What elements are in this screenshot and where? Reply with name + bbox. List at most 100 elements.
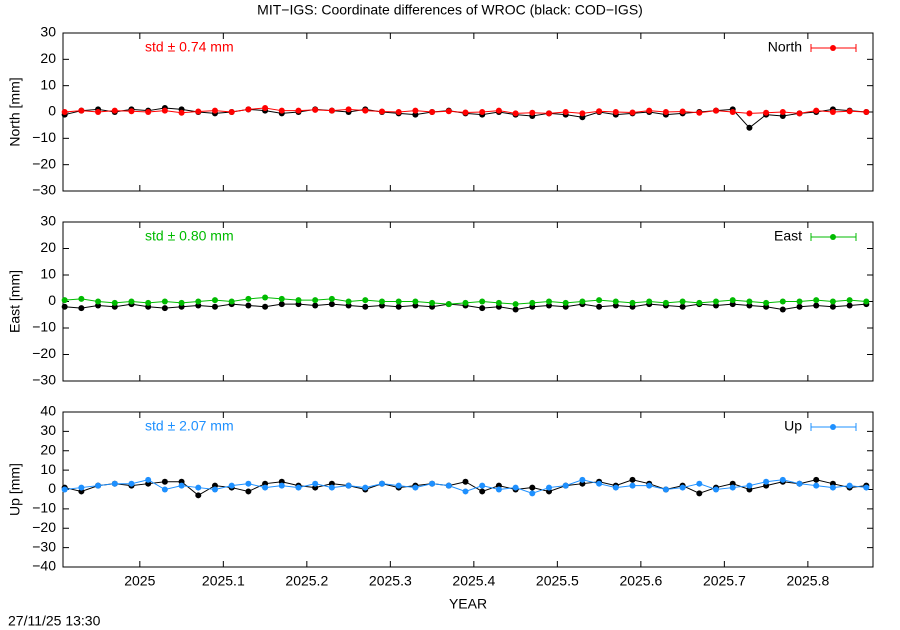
- y-tick-label: 30: [40, 422, 56, 438]
- data-point: [579, 476, 586, 483]
- data-point: [662, 109, 669, 115]
- data-point: [195, 484, 202, 491]
- y-tick-label: −30: [32, 538, 56, 554]
- data-point: [495, 107, 502, 114]
- data-point: [61, 303, 68, 310]
- data-point: [245, 106, 252, 113]
- data-point: [696, 490, 703, 497]
- data-point: [646, 298, 653, 305]
- data-point: [145, 299, 152, 306]
- data-point: [629, 482, 636, 489]
- data-point: [713, 486, 720, 493]
- data-point: [512, 301, 519, 308]
- data-point: [612, 298, 619, 305]
- data-point: [262, 294, 269, 301]
- data-point: [95, 298, 102, 305]
- data-point: [813, 302, 820, 309]
- data-point: [796, 298, 803, 305]
- data-point: [78, 295, 85, 302]
- data-point: [245, 488, 252, 495]
- std-annotation: std ± 2.07 mm: [145, 418, 234, 434]
- x-tick-label: 2025.3: [369, 573, 412, 589]
- data-point: [195, 492, 202, 499]
- data-point: [512, 484, 519, 491]
- data-point: [529, 299, 536, 306]
- data-point: [596, 303, 603, 310]
- x-tick-label: 2025.5: [536, 573, 579, 589]
- data-point: [829, 303, 836, 310]
- data-point: [462, 299, 469, 306]
- data-point: [61, 486, 68, 493]
- data-point: [629, 476, 636, 483]
- y-tick-label: −10: [32, 319, 56, 335]
- data-point: [412, 298, 419, 305]
- data-point: [161, 478, 168, 485]
- data-point: [679, 108, 686, 115]
- data-point: [278, 301, 285, 308]
- y-tick-label: −30: [32, 182, 56, 198]
- data-point: [863, 109, 870, 115]
- data-point: [145, 476, 152, 483]
- data-point: [278, 107, 285, 114]
- data-point: [863, 484, 870, 491]
- x-axis-label: YEAR: [449, 596, 487, 612]
- data-point: [378, 480, 385, 487]
- legend-label: Up: [784, 418, 802, 434]
- data-point: [312, 106, 319, 113]
- data-point: [412, 484, 419, 491]
- data-point: [495, 299, 502, 306]
- data-point: [529, 109, 536, 116]
- data-point: [713, 107, 720, 114]
- data-point: [395, 109, 402, 115]
- data-point: [546, 110, 552, 117]
- std-annotation: std ± 0.80 mm: [145, 228, 234, 244]
- data-point: [228, 109, 235, 115]
- data-point: [713, 298, 720, 305]
- data-point: [245, 295, 252, 302]
- data-point: [729, 109, 736, 115]
- data-point: [596, 480, 603, 487]
- data-point: [546, 484, 552, 491]
- data-point: [61, 109, 68, 115]
- y-tick-label: −10: [32, 500, 56, 516]
- data-point: [61, 297, 68, 304]
- data-point: [178, 299, 185, 306]
- data-point: [729, 484, 736, 491]
- y-tick-label: 20: [40, 441, 56, 457]
- data-point: [312, 480, 319, 487]
- data-point: [161, 486, 168, 493]
- y-tick-label: 20: [40, 239, 56, 255]
- data-point: [796, 110, 803, 117]
- data-point: [378, 108, 385, 115]
- x-tick-label: 2025.4: [452, 573, 495, 589]
- data-point: [111, 107, 118, 114]
- data-point: [362, 297, 369, 304]
- data-point: [479, 482, 486, 489]
- data-point: [813, 297, 820, 304]
- data-point: [646, 107, 653, 114]
- data-point: [245, 302, 252, 309]
- y-axis-label: Up [mm]: [7, 463, 23, 516]
- data-point: [512, 110, 519, 117]
- data-point: [796, 303, 803, 310]
- data-point: [429, 109, 436, 115]
- data-point: [295, 297, 302, 304]
- data-point: [679, 303, 686, 310]
- y-tick-label: 20: [40, 50, 56, 66]
- data-point: [78, 107, 85, 114]
- data-point: [479, 109, 486, 115]
- figure-title: MIT−IGS: Coordinate differences of WROC …: [257, 2, 643, 18]
- data-point: [278, 295, 285, 302]
- data-point: [462, 488, 469, 495]
- data-point: [211, 486, 218, 493]
- data-point: [813, 107, 820, 114]
- x-tick-label: 2025.2: [285, 573, 328, 589]
- data-point: [846, 297, 853, 304]
- data-point: [262, 303, 269, 310]
- data-point: [345, 298, 352, 305]
- x-tick-label: 2025.8: [786, 573, 829, 589]
- data-point: [562, 482, 569, 489]
- y-axis-label: East [mm]: [7, 270, 23, 333]
- data-point: [829, 298, 836, 305]
